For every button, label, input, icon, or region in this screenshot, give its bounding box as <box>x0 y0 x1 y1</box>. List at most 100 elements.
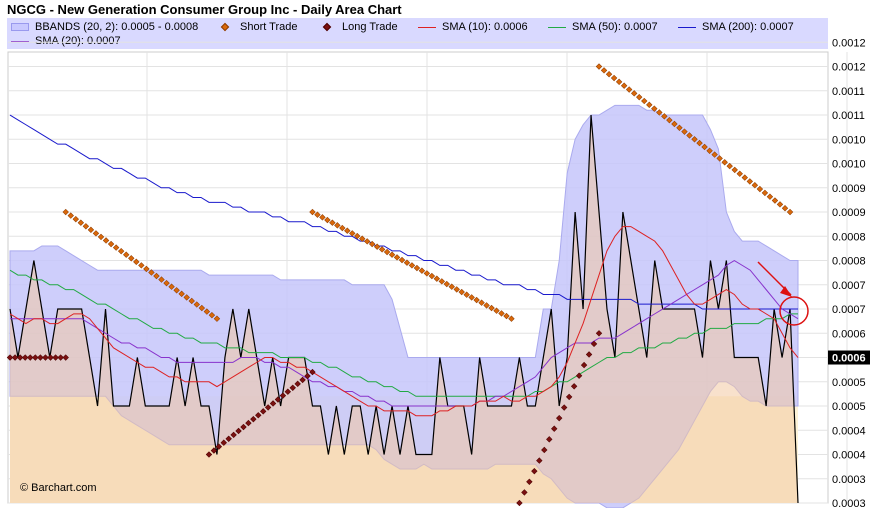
long-trade-marker <box>516 499 523 507</box>
y-tick-label: 0.0010 <box>832 134 866 146</box>
long-trade-marker <box>575 372 583 379</box>
short-trade-marker <box>458 288 465 296</box>
y-tick-label: 0.0006 <box>832 328 866 340</box>
short-trade-marker <box>498 310 505 317</box>
short-trade-marker <box>163 279 170 287</box>
long-trade-marker <box>294 380 301 388</box>
short-trade-marker <box>443 280 450 288</box>
short-trade-marker <box>448 283 455 290</box>
long-trade-marker <box>11 354 19 361</box>
long-trade-marker <box>590 340 598 348</box>
short-trade-marker <box>364 238 371 245</box>
legend-short-trade: Short Trade <box>216 21 297 33</box>
y-tick-label: 0.0007 <box>832 304 866 316</box>
y-tick-label: 0.0005 <box>832 401 866 413</box>
short-trade-marker <box>661 113 668 120</box>
short-trade-marker <box>143 265 150 273</box>
short-trade-marker <box>148 269 155 276</box>
short-trade-marker <box>418 267 426 274</box>
short-trade-marker <box>610 74 618 82</box>
long-trade-marker <box>551 425 558 432</box>
short-trade-marker <box>408 262 416 269</box>
short-trade-marker <box>82 223 90 230</box>
legend: BBANDS (20, 2): 0.0005 - 0.0008 Short Tr… <box>7 18 828 49</box>
long-trade-marker <box>536 457 543 464</box>
short-trade-marker <box>334 222 341 229</box>
short-trade-marker <box>403 259 411 266</box>
long-trade-marker <box>299 376 306 384</box>
short-trade-marker <box>153 272 160 280</box>
short-trade-marker <box>324 216 331 224</box>
long-trade-marker <box>240 423 247 431</box>
short-trade-marker <box>746 178 754 185</box>
long-trade-marker <box>245 419 252 427</box>
short-trade-marker <box>208 311 216 319</box>
long-trade-marker <box>32 354 39 361</box>
legend-short-trade-label: Short Trade <box>240 21 298 33</box>
short-trade-marker <box>686 132 693 139</box>
short-trade-marker <box>329 219 336 226</box>
short-trade-marker <box>473 296 480 304</box>
short-trade-marker <box>671 120 678 128</box>
short-trade-marker <box>178 290 185 298</box>
bbands-swatch-icon <box>11 23 29 31</box>
short-trade-marker <box>731 166 738 174</box>
short-trade-marker <box>453 286 460 293</box>
short-trade-marker <box>413 264 421 272</box>
long-trade-marker <box>521 489 528 496</box>
long-trade-marker <box>57 354 64 361</box>
short-trade-marker <box>349 230 356 237</box>
legend-sma50-label: SMA (50): 0.0007 <box>572 21 658 33</box>
short-trade-marker <box>428 272 436 280</box>
short-trade-marker <box>605 71 613 78</box>
y-tick-label: 0.0009 <box>832 183 866 195</box>
short-trade-marker <box>786 208 794 216</box>
short-trade-marker <box>696 139 703 147</box>
legend-sma20: SMA (20): 0.0007 <box>11 35 121 47</box>
short-trade-marker <box>595 63 603 70</box>
moving-averages <box>9 114 799 417</box>
short-trade-marker <box>198 304 206 312</box>
annotation-circle <box>779 296 809 326</box>
short-trade-marker <box>388 251 396 258</box>
short-trade-marker <box>766 193 774 200</box>
short-trade-marker <box>102 237 110 244</box>
short-trade-marker <box>463 291 470 298</box>
legend-sma50: SMA (50): 0.0007 <box>548 21 658 33</box>
legend-sma10: SMA (10): 0.0006 <box>418 21 528 33</box>
short-trade-marker <box>711 151 718 158</box>
long-trade-marker <box>215 443 223 450</box>
short-trade-marker <box>107 240 115 248</box>
legend-bbands: BBANDS (20, 2): 0.0005 - 0.0008 <box>11 21 198 33</box>
sma10-line <box>9 226 799 417</box>
long-trade-marker <box>309 368 316 376</box>
short-trade-marker <box>173 287 180 294</box>
short-trade-marker <box>183 294 190 301</box>
short-trade-marker <box>646 101 653 109</box>
last-value-label: 0.0006 <box>832 353 866 365</box>
long-trade-marker <box>570 383 578 390</box>
short-trade-marker <box>314 211 321 218</box>
short-trade-marker <box>62 208 69 216</box>
y-tick-label: 0.0004 <box>832 425 866 437</box>
legend-long-trade: Long Trade <box>318 21 398 33</box>
long-trade-marker <box>52 354 59 361</box>
short-trade-marker <box>72 215 79 223</box>
short-trade-marker <box>701 143 708 151</box>
long-trade-marker <box>565 393 573 401</box>
short-trade-marker <box>128 255 135 262</box>
long-trade-marker <box>6 354 14 361</box>
y-tick-label: 0.0008 <box>832 231 866 243</box>
short-trade-marker <box>615 78 623 86</box>
sma20-line <box>10 259 799 407</box>
long-trade-marker <box>269 400 277 407</box>
short-trade-marker <box>188 297 195 305</box>
long-trade-marker <box>42 354 49 361</box>
short-trade-marker <box>625 86 633 93</box>
short-trade-marker <box>721 159 728 166</box>
short-trade-marker <box>761 189 769 197</box>
price-area <box>9 114 799 504</box>
short-trade-marker <box>488 304 495 312</box>
short-trade-marker <box>751 182 759 189</box>
